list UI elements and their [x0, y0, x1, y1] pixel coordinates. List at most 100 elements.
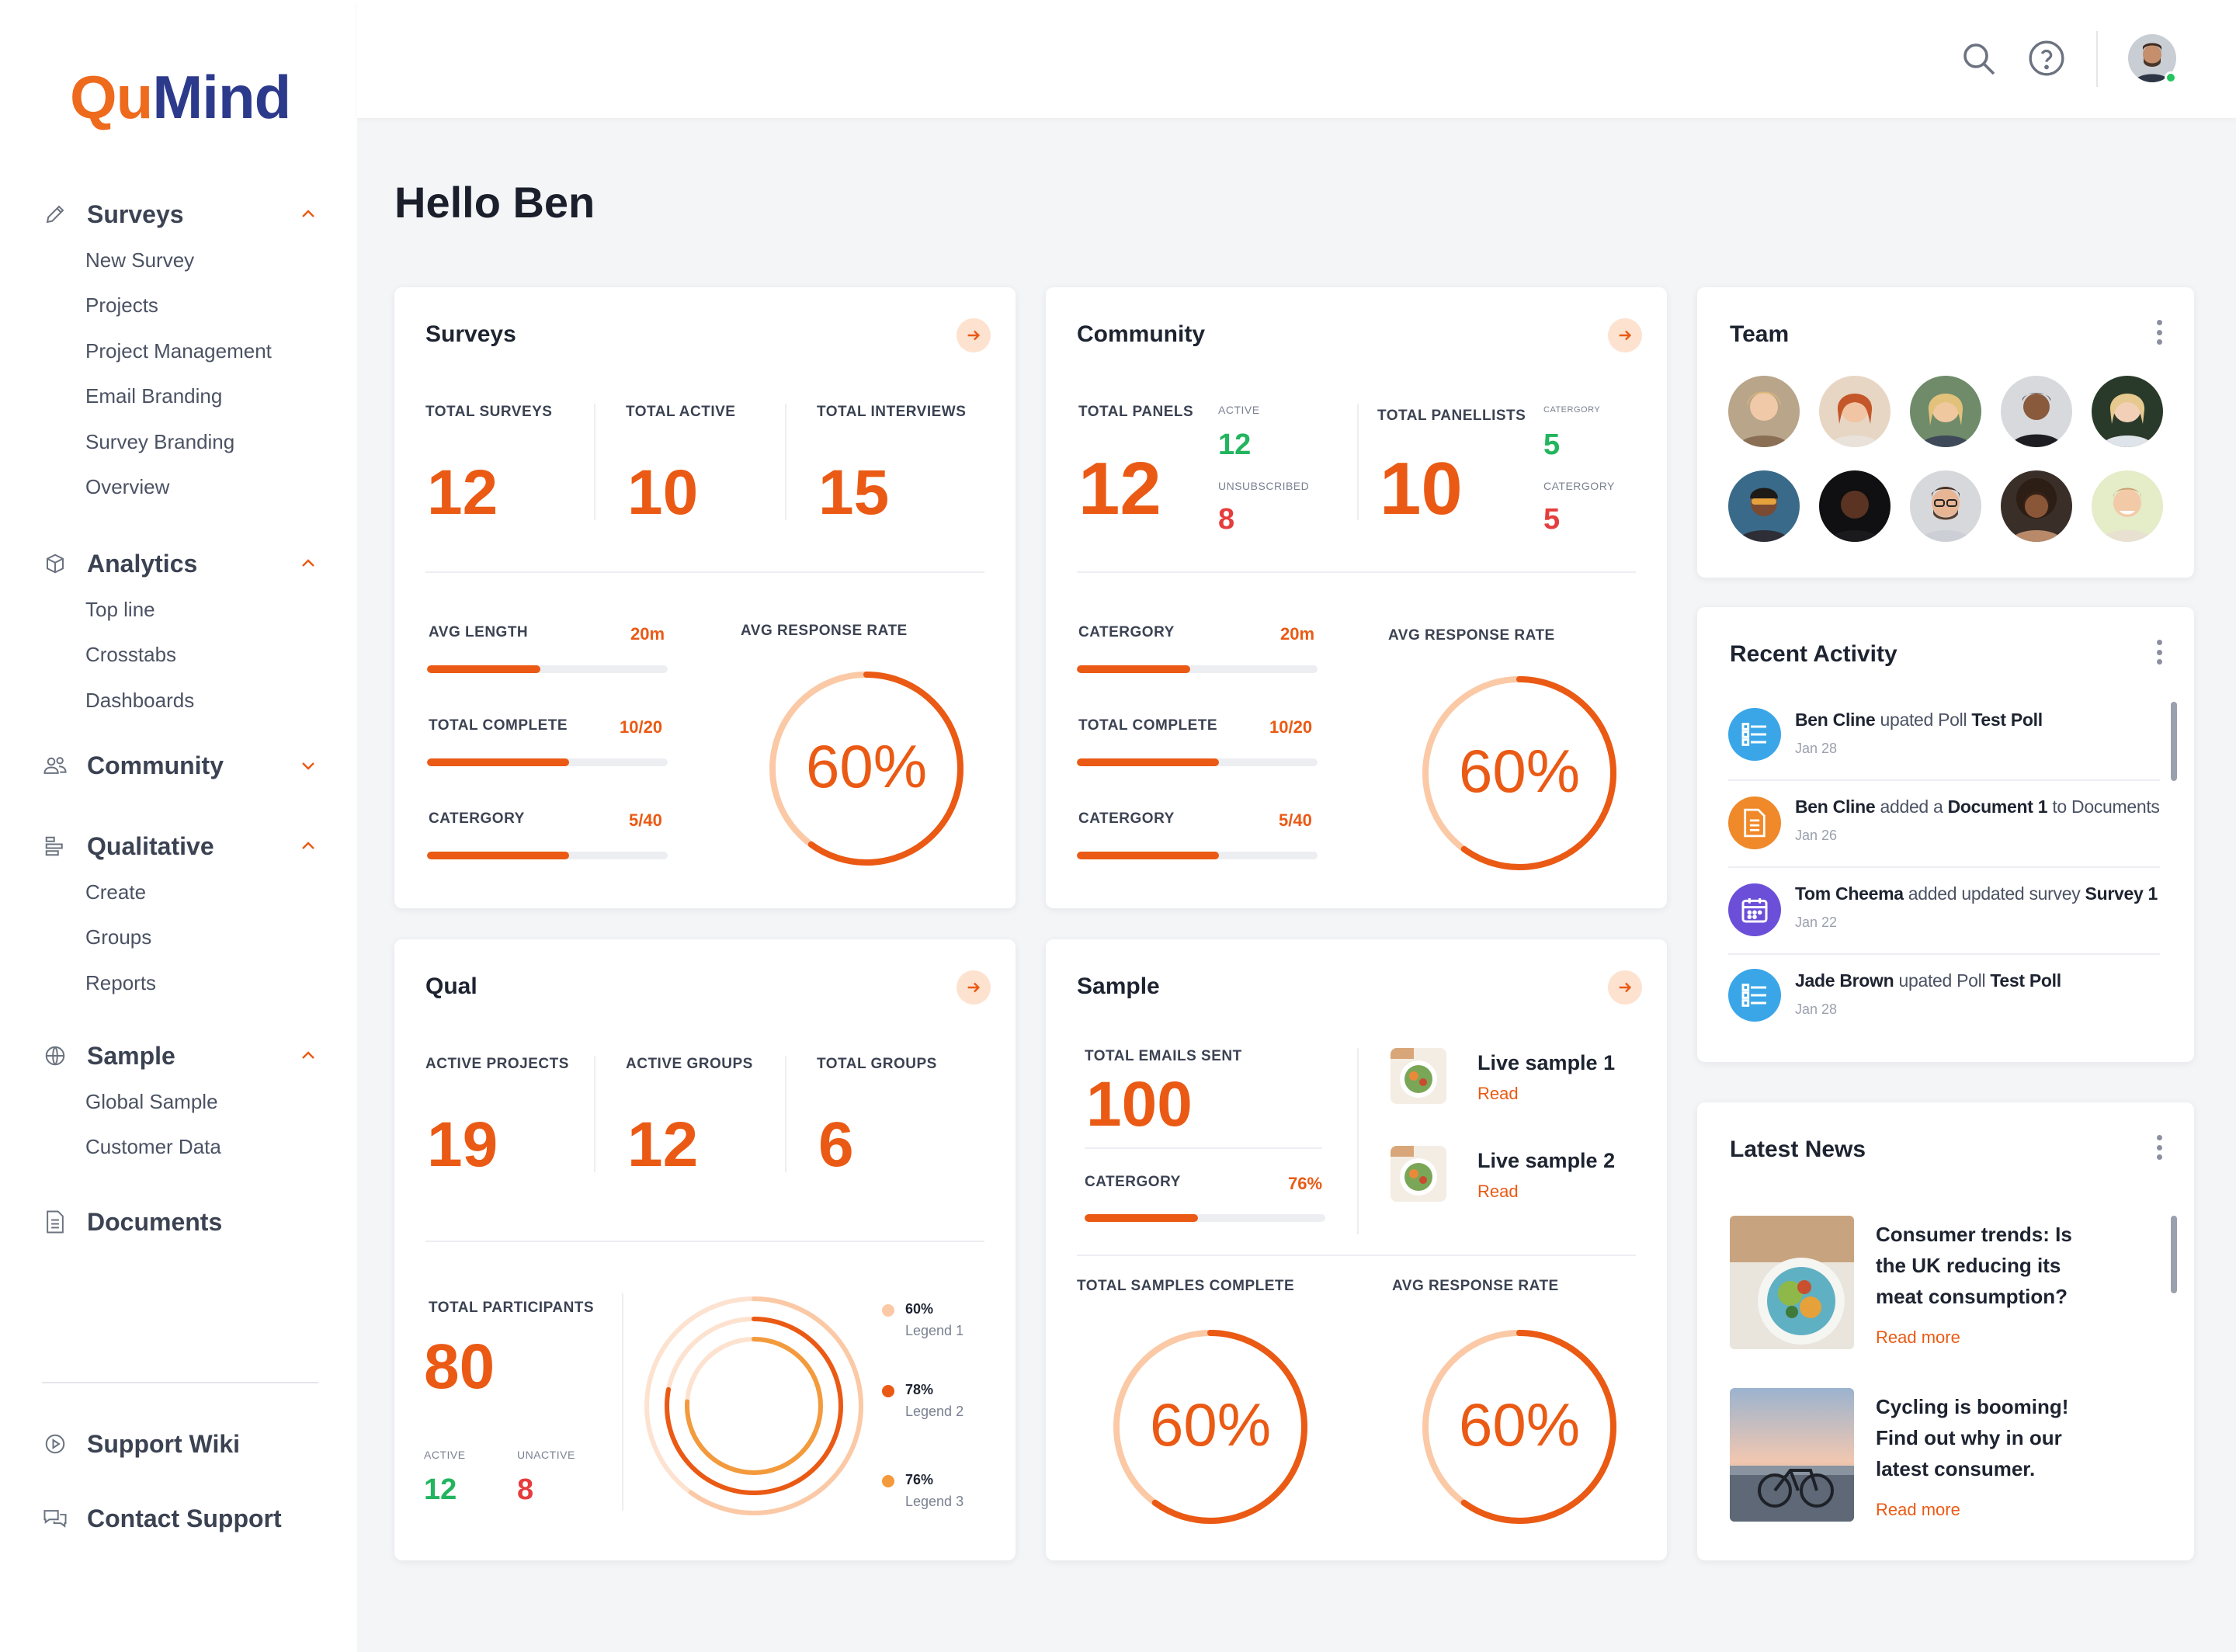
nav-sample-header[interactable]: Sample — [42, 1032, 321, 1079]
active-projects-label: ACTIVE PROJECTS — [425, 1056, 569, 1072]
response-rate-value: 60% — [1458, 1390, 1581, 1459]
category-label: CATERGORY — [429, 810, 525, 827]
news-2-image[interactable] — [1730, 1388, 1854, 1522]
panellists-category-2-value: 5 — [1543, 503, 1561, 536]
team-member-avatar[interactable] — [1910, 376, 1981, 447]
activity-text: Jade Brown upated Poll Test Poll — [1795, 970, 2061, 991]
activity-date: Jan 22 — [1795, 914, 1838, 930]
nav-support-wiki-header[interactable]: Support Wiki — [42, 1421, 321, 1467]
radial-series-3 — [685, 1337, 823, 1475]
nav-dashboards[interactable]: Dashboards — [85, 688, 195, 712]
news-1-title[interactable]: Consumer trends: Is the UK reducing its … — [1876, 1223, 2072, 1308]
nav-surveys-header[interactable]: Surveys — [42, 191, 321, 238]
team-member-avatar[interactable] — [2001, 470, 2072, 542]
team-member-avatar[interactable] — [2092, 470, 2163, 542]
active-groups-label: ACTIVE GROUPS — [626, 1056, 753, 1072]
nav-survey-branding[interactable]: Survey Branding — [85, 429, 235, 453]
live-sample-1-read-link[interactable]: Read — [1477, 1084, 1519, 1103]
category-label: CATERGORY — [1085, 1174, 1181, 1190]
news-1-read-more[interactable]: Read more — [1876, 1328, 1960, 1347]
total-complete-value: 10/20 — [1269, 717, 1313, 737]
live-sample-2-thumbnail[interactable] — [1391, 1146, 1446, 1202]
ring-progress — [769, 672, 963, 866]
team-member-avatar[interactable] — [1819, 470, 1891, 542]
news-1-image[interactable] — [1730, 1216, 1854, 1349]
sidebar: QuMind Surveys New Survey Projects Proje… — [0, 0, 357, 1652]
chevron-up-icon[interactable] — [295, 833, 321, 859]
community-open-button[interactable] — [1608, 318, 1642, 352]
nav-analytics-header[interactable]: Analytics — [42, 540, 321, 587]
news-more-icon[interactable] — [2147, 1132, 2171, 1163]
nav-global-sample[interactable]: Global Sample — [85, 1089, 218, 1113]
team-member-avatar[interactable] — [1819, 376, 1891, 447]
legend-1-dot — [882, 1304, 894, 1317]
team-member-avatar[interactable] — [2001, 376, 2072, 447]
activity-date: Jan 28 — [1795, 741, 1838, 756]
team-more-icon[interactable] — [2147, 317, 2171, 348]
chevron-up-icon[interactable] — [295, 550, 321, 577]
nav-qualitative-label: Qualitative — [87, 831, 214, 860]
total-complete-label: TOTAL COMPLETE — [429, 717, 568, 734]
total-interviews-value: 15 — [818, 457, 890, 528]
total-emails-sent-label: TOTAL EMAILS SENT — [1085, 1048, 1242, 1064]
chevron-down-icon[interactable] — [295, 752, 321, 779]
divider — [1357, 1048, 1359, 1234]
surveys-card-title: Surveys — [425, 321, 516, 347]
nav-project-management[interactable]: Project Management — [85, 338, 272, 363]
category-2-label: CATERGORY — [1078, 810, 1175, 827]
team-member-avatar[interactable] — [1728, 470, 1800, 542]
sample-open-button[interactable] — [1608, 970, 1642, 1005]
nav-new-survey[interactable]: New Survey — [85, 248, 195, 272]
category-value: 76% — [1288, 1174, 1323, 1193]
nav-documents-header[interactable]: Documents — [42, 1199, 321, 1245]
team-member-avatar[interactable] — [1728, 376, 1800, 447]
qumind-logo[interactable]: QuMind — [70, 63, 291, 131]
nav-analytics: Analytics Top line Crosstabs Dashboards — [42, 540, 321, 724]
team-member-avatar[interactable] — [2092, 376, 2163, 447]
nav-qualitative-header[interactable]: Qualitative — [42, 823, 321, 869]
live-sample-2-read-link[interactable]: Read — [1477, 1182, 1519, 1201]
nav-community-header[interactable]: Community — [42, 742, 321, 789]
divider — [1728, 779, 2160, 781]
divider — [785, 404, 786, 520]
nav-overview[interactable]: Overview — [85, 475, 170, 499]
category-2-value: 5/40 — [1279, 810, 1312, 830]
live-sample-2-title[interactable]: Live sample 2 — [1477, 1149, 1616, 1172]
nav-contact-support-header[interactable]: Contact Support — [42, 1495, 321, 1542]
team-member-avatar[interactable] — [1910, 470, 1981, 542]
surveys-open-button[interactable] — [957, 318, 991, 352]
chevron-up-icon[interactable] — [295, 201, 321, 227]
news-2-title[interactable]: Cycling is booming! Find out why in our … — [1876, 1395, 2069, 1480]
news-scrollbar[interactable] — [2171, 1216, 2177, 1293]
total-surveys-value: 12 — [427, 457, 498, 528]
activity-text: Tom Cheema added updated survey Survey 1 — [1795, 883, 2158, 904]
nav-community-label: Community — [87, 751, 224, 779]
nav-top-line[interactable]: Top line — [85, 597, 155, 621]
news-2-read-more[interactable]: Read more — [1876, 1500, 1960, 1519]
nav-projects[interactable]: Projects — [85, 293, 158, 318]
live-sample-1-title[interactable]: Live sample 1 — [1477, 1051, 1616, 1074]
live-sample-1-thumbnail[interactable] — [1391, 1048, 1446, 1104]
unactive-value: 8 — [517, 1473, 534, 1506]
nav-surveys-label: Surveys — [87, 200, 184, 228]
legend-3-dot — [882, 1475, 894, 1487]
recent-activity-more-icon[interactable] — [2147, 637, 2171, 668]
nav-crosstabs[interactable]: Crosstabs — [85, 643, 177, 667]
help-icon[interactable] — [2026, 37, 2068, 79]
total-panellists-label: TOTAL PANELLISTS — [1377, 408, 1526, 424]
qual-open-button[interactable] — [957, 970, 991, 1005]
total-panels-label: TOTAL PANELS — [1078, 404, 1194, 420]
nav-create[interactable]: Create — [85, 880, 147, 904]
chevron-up-icon[interactable] — [295, 1043, 321, 1069]
total-participants-label: TOTAL PARTICIPANTS — [429, 1300, 595, 1316]
legend-2-dot — [882, 1385, 894, 1397]
team-card-title: Team — [1730, 321, 1790, 347]
activity-scrollbar[interactable] — [2171, 702, 2177, 781]
divider — [594, 1056, 595, 1172]
nav-email-branding[interactable]: Email Branding — [85, 384, 223, 408]
nav-customer-data[interactable]: Customer Data — [85, 1135, 221, 1159]
search-icon[interactable] — [1957, 37, 1999, 79]
nav-reports[interactable]: Reports — [85, 970, 157, 994]
total-groups-value: 6 — [818, 1109, 854, 1180]
nav-groups[interactable]: Groups — [85, 925, 152, 949]
